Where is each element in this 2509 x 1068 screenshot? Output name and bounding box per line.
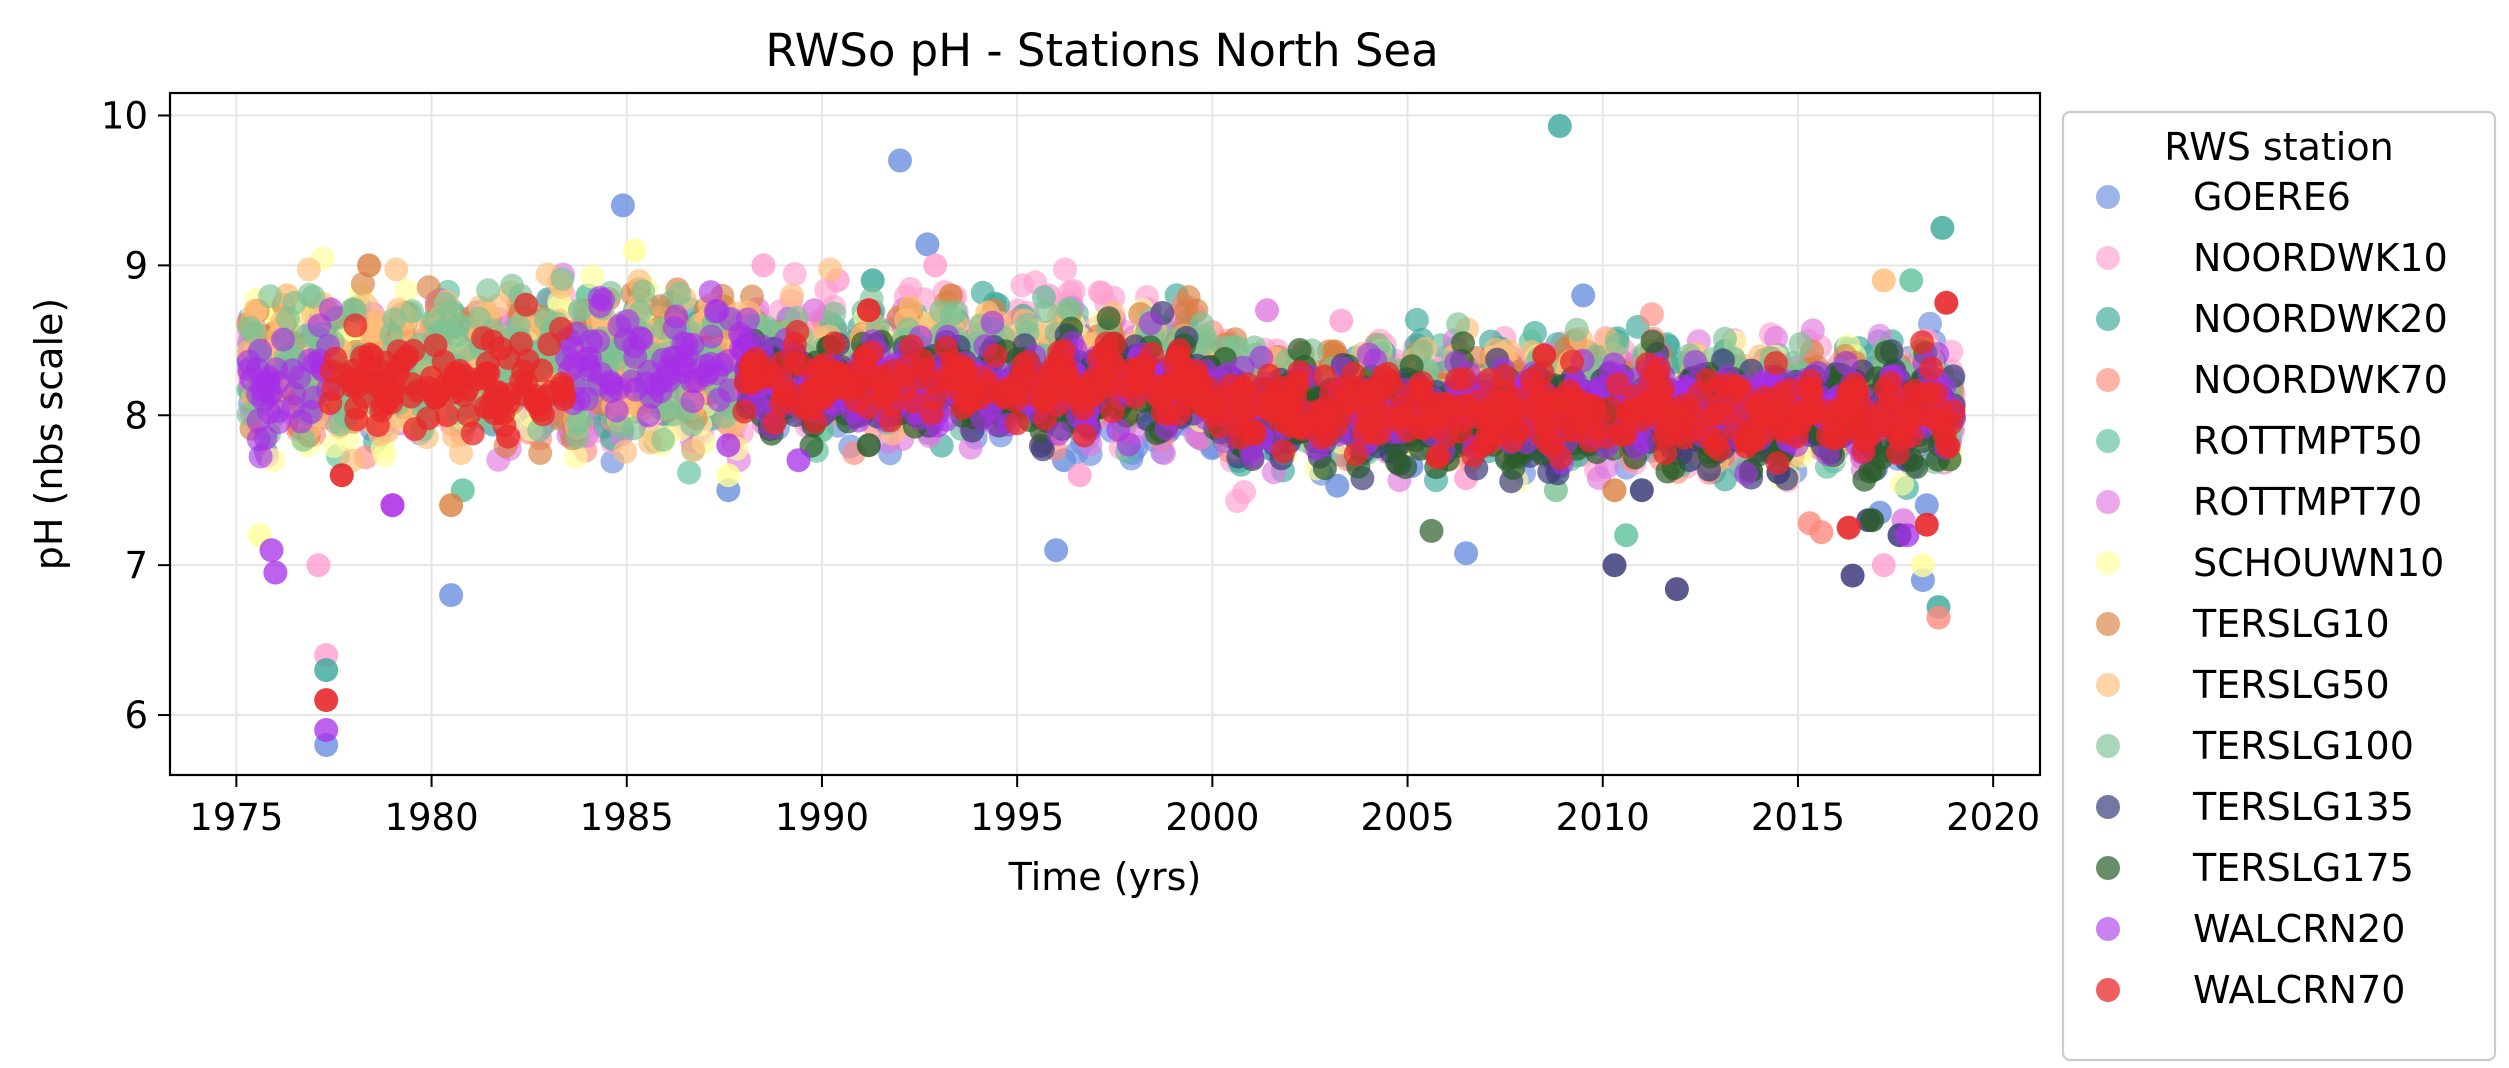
data-point [1639,302,1664,327]
data-point [1764,326,1788,350]
data-point [898,277,923,301]
data-point [677,460,702,485]
data-point [1053,257,1078,282]
data-point [915,232,940,257]
data-point [1571,283,1596,308]
data-point [1809,520,1834,545]
data-point [1930,215,1955,240]
data-point [580,264,605,289]
data-point [1087,280,1112,305]
data-point [1454,541,1479,566]
data-point [1899,268,1924,293]
data-point [1871,553,1896,578]
data-point [751,253,776,278]
data-point [1547,114,1572,138]
data-point [610,193,635,218]
data-point [860,268,885,293]
data-point [888,148,912,173]
data-point [1044,538,1069,563]
data-point [563,444,588,469]
data-point [439,583,464,608]
data-point [1914,493,1939,518]
data-point [314,658,339,683]
data-point [1255,298,1279,323]
data-point [1325,473,1350,498]
data-point [782,262,807,287]
data-point [306,553,331,578]
data-point [1225,489,1250,513]
data-points [236,114,1967,757]
data-point [1404,307,1429,332]
data-point [1152,441,1176,466]
chart-title: RWSo pH - Stations North Sea [765,24,1438,77]
data-point [923,253,948,278]
data-point [1067,463,1092,488]
data-point [1926,605,1951,630]
data-point [1329,308,1354,333]
data-point [1614,523,1639,548]
data-point [394,278,419,303]
